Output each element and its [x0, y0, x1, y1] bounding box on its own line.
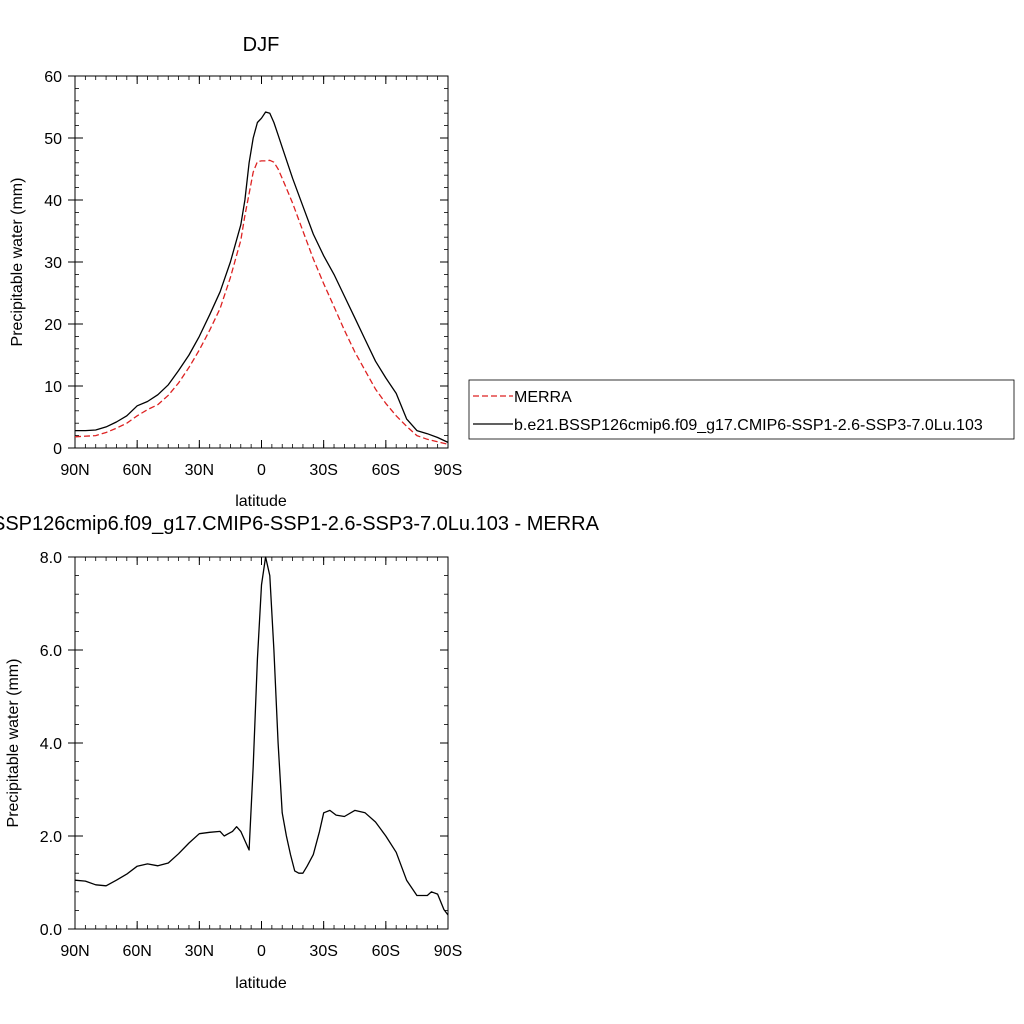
- x-tick-label: 30S: [309, 943, 337, 960]
- x-tick-label: 30N: [185, 462, 214, 479]
- y-tick-label: 6.0: [40, 643, 62, 660]
- y-tick-label: 8.0: [40, 550, 62, 567]
- x-tick-label: 90S: [434, 462, 462, 479]
- x-axis: 90N 60N 30N 0 30S 60S 90S: [60, 557, 462, 960]
- y-tick-label: 30: [44, 255, 62, 272]
- y-axis-label: Precipitable water (mm): [5, 659, 22, 828]
- y-axis: 0.0 2.0 4.0 6.0 8.0: [40, 550, 448, 939]
- x-tick-label: 60S: [372, 943, 400, 960]
- x-tick-label: 90S: [434, 943, 462, 960]
- chart-title: b.e21.BSSP126cmip6.f09_g17.CMIP6-SSP1-2.…: [0, 513, 600, 535]
- y-tick-label: 0: [53, 441, 62, 458]
- legend: MERRA b.e21.BSSP126cmip6.f09_g17.CMIP6-S…: [468, 379, 1015, 440]
- y-tick-label: 60: [44, 69, 62, 86]
- series-line-b-e21-bssp126cmip6-f09-g: [75, 111, 449, 443]
- x-tick-label: 30N: [185, 943, 214, 960]
- legend-label-model: b.e21.BSSP126cmip6.f09_g17.CMIP6-SSP1-2.…: [514, 417, 983, 434]
- x-tick-label: 30S: [309, 462, 337, 479]
- chart-title: DJF: [243, 34, 280, 56]
- plot-frame: [74, 556, 449, 930]
- x-tick-label: 0: [257, 462, 266, 479]
- x-axis-label: latitude: [235, 975, 287, 992]
- series-line-merra: [74, 159, 449, 445]
- y-axis-label: Precipitable water (mm): [9, 178, 26, 347]
- series-group: [74, 556, 449, 916]
- y-tick-label: 20: [44, 317, 62, 334]
- y-tick-label: 0.0: [40, 922, 62, 939]
- y-tick-label: 10: [44, 379, 62, 396]
- chart-top-panel: DJF 90N 60N 30N 0 30S 60S 90S 0 10 20 30 40 50 60 la…: [9, 34, 462, 510]
- x-tick-label: 90N: [60, 943, 89, 960]
- x-axis-label: latitude: [235, 493, 287, 510]
- x-tick-label: 60N: [122, 943, 151, 960]
- chart-bottom-panel: b.e21.BSSP126cmip6.f09_g17.CMIP6-SSP1-2.…: [0, 513, 600, 992]
- y-tick-label: 4.0: [40, 736, 62, 753]
- y-axis: 0 10 20 30 40 50 60: [44, 69, 448, 458]
- x-tick-label: 60N: [122, 462, 151, 479]
- y-tick-label: 50: [44, 131, 62, 148]
- x-axis: 90N 60N 30N 0 30S 60S 90S: [60, 76, 462, 479]
- x-tick-label: 90N: [60, 462, 89, 479]
- plot-frame: [74, 75, 449, 449]
- series-line-difference: [74, 556, 449, 916]
- legend-label-merra: MERRA: [514, 389, 572, 406]
- legend-box: [468, 379, 1015, 440]
- y-tick-label: 40: [44, 193, 62, 210]
- series-group: [74, 111, 449, 445]
- x-tick-label: 0: [257, 943, 266, 960]
- y-tick-label: 2.0: [40, 829, 62, 846]
- x-tick-label: 60S: [372, 462, 400, 479]
